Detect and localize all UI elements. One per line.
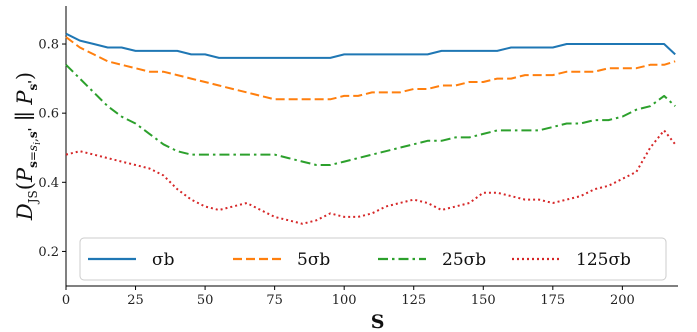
x-tick-label: 0 — [62, 293, 70, 308]
legend-box — [79, 237, 667, 281]
x-tick-label: 125 — [401, 293, 426, 308]
x-tick-label: 150 — [471, 293, 496, 308]
series-line-0 — [65, 32, 676, 59]
x-tick-label: 200 — [610, 293, 635, 308]
series-line-2 — [65, 64, 676, 166]
y-tick-label: 0.8 — [38, 38, 59, 53]
series-line-1 — [65, 36, 676, 101]
x-axis-title: S — [371, 311, 385, 332]
x-tick-label: 175 — [540, 293, 565, 308]
legend-label-1: 5σb — [297, 250, 330, 270]
x-tick-label: 50 — [197, 293, 214, 308]
x-tick-label: 100 — [332, 293, 357, 308]
y-tick-label: 0.6 — [38, 107, 59, 122]
legend-label-3: 125σb — [576, 250, 631, 270]
legend-label-2: 25σb — [442, 250, 486, 270]
series-line-3 — [65, 129, 676, 225]
y-tick-label: 0.4 — [38, 176, 59, 191]
x-tick-label: 75 — [266, 293, 283, 308]
y-axis-title: DJS(Ps=si,s' ∥ Ps') — [13, 72, 43, 221]
x-tick-label: 25 — [127, 293, 144, 308]
y-tick-label: 0.2 — [38, 245, 59, 260]
legend: σb 5σb 25σb 125σb — [79, 237, 667, 281]
legend-label-0: σb — [152, 250, 175, 270]
